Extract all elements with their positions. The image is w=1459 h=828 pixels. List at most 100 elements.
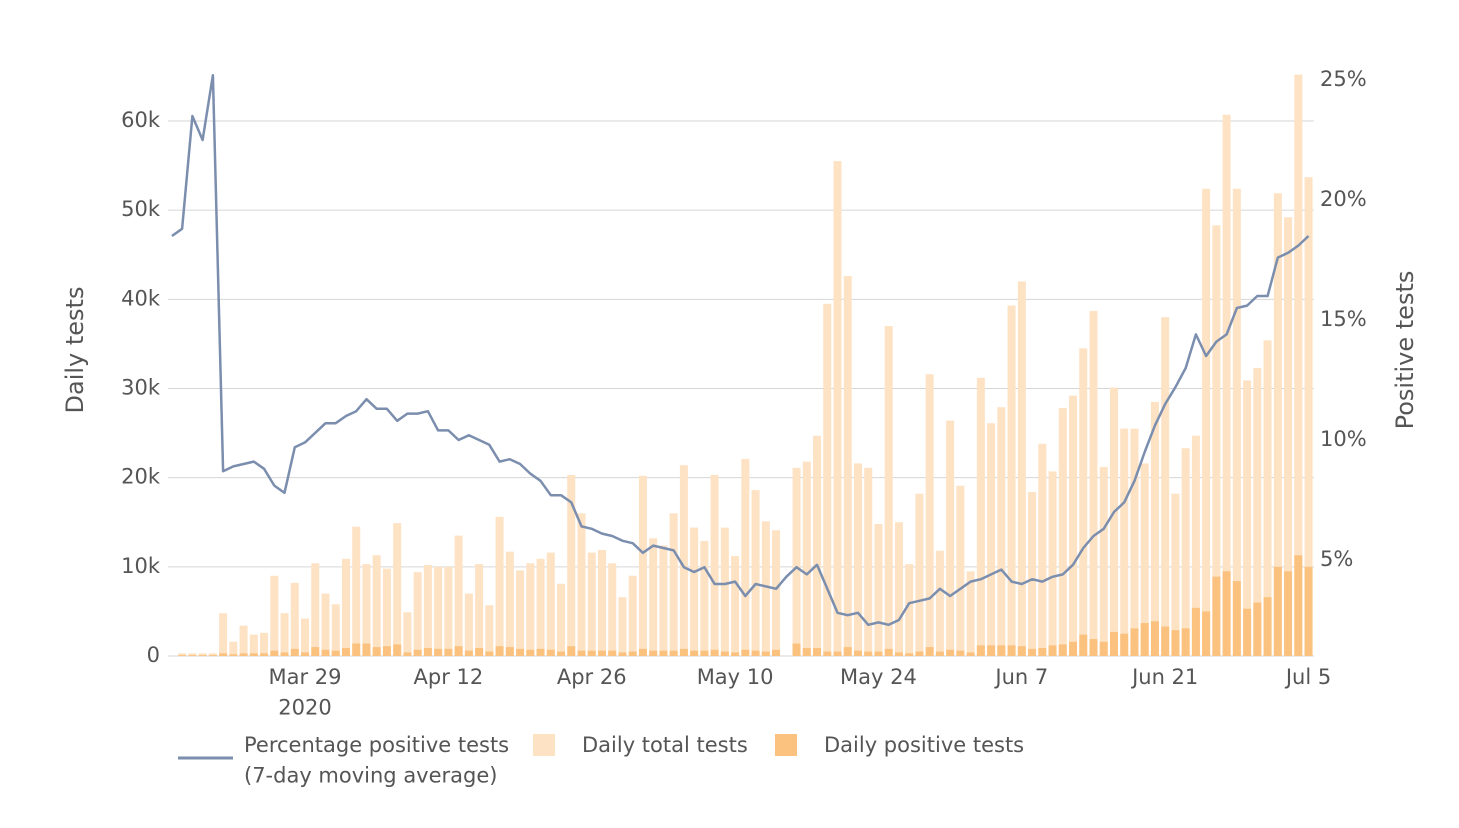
bar — [1007, 305, 1016, 656]
bar — [1222, 114, 1231, 656]
bar — [516, 648, 525, 656]
bar — [772, 649, 781, 656]
bar — [516, 570, 525, 656]
bar — [1130, 428, 1139, 656]
bar — [823, 303, 832, 656]
bar — [260, 632, 269, 656]
bar — [321, 593, 330, 656]
bar — [853, 650, 862, 656]
bar — [659, 650, 668, 656]
bar — [1079, 634, 1088, 656]
bar — [638, 648, 647, 656]
legend-label: Daily total tests — [582, 733, 748, 757]
y2-tick-label: 20% — [1320, 187, 1367, 211]
bar — [1017, 281, 1026, 656]
bar — [239, 625, 248, 656]
bar — [1120, 428, 1129, 656]
bar — [669, 513, 678, 656]
bar — [321, 649, 330, 656]
bar — [587, 650, 596, 656]
bar — [1202, 611, 1211, 656]
bar — [638, 475, 647, 656]
bar — [853, 463, 862, 656]
bar — [362, 564, 371, 656]
bar — [792, 643, 801, 656]
bar — [352, 526, 361, 656]
bar — [352, 643, 361, 656]
bar — [413, 649, 422, 656]
bar — [1109, 387, 1118, 656]
bar — [485, 605, 494, 656]
bar — [1140, 623, 1149, 656]
bar — [649, 650, 658, 656]
bar — [567, 474, 576, 656]
bar — [280, 613, 289, 656]
bar — [434, 648, 443, 656]
bar — [987, 423, 996, 656]
bar — [1089, 639, 1098, 656]
bar — [1181, 628, 1190, 656]
bar — [372, 555, 381, 656]
bar — [423, 647, 432, 656]
bar — [1304, 566, 1313, 656]
bar — [987, 645, 996, 656]
bar — [720, 651, 729, 656]
legend: Percentage positive tests (7-day moving a… — [178, 733, 1024, 787]
bar — [597, 549, 606, 656]
bar — [710, 474, 719, 656]
bar — [557, 651, 566, 656]
bar — [219, 613, 228, 656]
bar — [597, 650, 606, 656]
x-tick-label: May 10 — [697, 665, 774, 689]
bar — [505, 551, 514, 656]
bar — [1099, 641, 1108, 656]
bar — [874, 651, 883, 656]
bar — [1048, 471, 1057, 656]
bar — [249, 634, 258, 656]
bar — [741, 649, 750, 656]
bar — [1304, 177, 1313, 656]
bar — [628, 575, 637, 656]
bar — [382, 568, 391, 656]
y2-tick-label: 10% — [1320, 427, 1367, 451]
bar — [331, 650, 340, 656]
bar — [290, 582, 299, 656]
bar — [260, 653, 269, 656]
bar — [864, 651, 873, 656]
y-tick-label: 30k — [121, 375, 161, 399]
bar — [966, 652, 975, 656]
bar — [690, 650, 699, 656]
bar — [1058, 644, 1067, 656]
bar — [1191, 607, 1200, 656]
bar — [1191, 435, 1200, 656]
bar — [925, 374, 934, 656]
bar — [772, 530, 781, 656]
bar — [1294, 555, 1303, 656]
bar — [393, 644, 402, 656]
bar — [546, 552, 555, 656]
bar — [946, 649, 955, 656]
bar — [536, 558, 545, 656]
bar — [1212, 576, 1221, 656]
bar — [362, 643, 371, 656]
bar — [731, 556, 740, 656]
bar — [1161, 626, 1170, 656]
bar — [1089, 310, 1098, 656]
bar — [761, 521, 770, 656]
bar — [1263, 597, 1272, 656]
bar — [802, 461, 811, 656]
bar — [219, 653, 228, 656]
bar — [1243, 380, 1252, 656]
line — [171, 73, 1310, 627]
bar — [178, 653, 187, 656]
bar — [1273, 193, 1282, 656]
bar — [802, 647, 811, 656]
bar — [311, 563, 320, 656]
bar — [741, 458, 750, 656]
bar — [464, 650, 473, 656]
bar — [341, 558, 350, 656]
bar — [956, 650, 965, 656]
bar — [956, 485, 965, 656]
bar — [1069, 641, 1078, 656]
y2-tick-label: 5% — [1320, 547, 1353, 571]
